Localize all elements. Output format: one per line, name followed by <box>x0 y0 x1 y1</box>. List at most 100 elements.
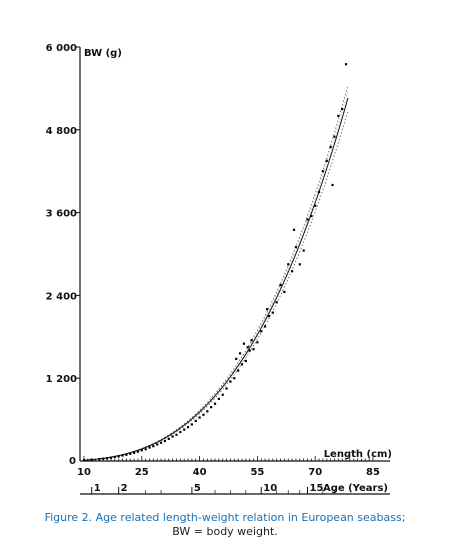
y-tick-label-2: 3 600 <box>46 209 77 220</box>
data-point-2 <box>98 457 101 461</box>
age-tick-label-0: 1 <box>94 483 101 494</box>
data-point-16 <box>152 445 155 448</box>
confidence-band <box>83 85 349 461</box>
data-point-8 <box>121 454 124 457</box>
data-point-9 <box>125 453 128 456</box>
data-point-66 <box>317 190 321 193</box>
y-tick-label-3: 4 800 <box>46 126 77 137</box>
data-point-47 <box>252 348 255 351</box>
fit-line <box>83 97 349 461</box>
data-point-6 <box>113 455 116 459</box>
data-point-60 <box>294 246 298 249</box>
age-tick-label-3: 10 <box>263 483 277 494</box>
age-axis-title: Age (Years) <box>323 483 388 494</box>
data-point-71 <box>333 135 336 138</box>
data-point-10 <box>129 452 132 455</box>
y-tick-label-1: 2 400 <box>46 291 77 302</box>
data-point-52 <box>267 315 271 318</box>
data-point-33 <box>217 397 220 400</box>
y-tick-label-0: 1 200 <box>46 374 77 385</box>
data-point-68 <box>325 159 328 162</box>
data-point-18 <box>159 441 163 444</box>
data-point-43 <box>244 359 247 363</box>
data-point-35 <box>225 387 228 390</box>
data-point-51 <box>265 308 269 311</box>
data-point-73 <box>341 108 344 111</box>
data-point-42 <box>242 342 246 345</box>
caption-line-1: Age related length-weight relation in Eu… <box>92 511 406 524</box>
data-point-12 <box>136 450 140 453</box>
data-point-25 <box>186 426 190 429</box>
data-point-45 <box>248 349 251 352</box>
x-tick-label-1: 25 <box>135 467 149 478</box>
x-tick-label-3: 55 <box>250 467 264 478</box>
fit-curve <box>83 97 349 461</box>
data-point-40 <box>238 352 242 355</box>
data-point-7 <box>117 455 120 458</box>
age-tick-label-2: 5 <box>194 483 201 494</box>
data-point-46 <box>250 339 253 342</box>
data-point-58 <box>290 270 294 273</box>
data-point-55 <box>279 283 282 287</box>
y-zero-label: 0 <box>69 456 76 467</box>
age-tick-label-1: 2 <box>121 483 128 494</box>
x-tick-label-2: 40 <box>193 467 207 478</box>
data-point-31 <box>210 406 213 409</box>
data-point-4 <box>106 457 109 460</box>
upper-inner-band-line <box>83 91 349 461</box>
data-point-64 <box>310 214 313 218</box>
data-point-63 <box>306 218 309 221</box>
data-point-30 <box>206 410 209 413</box>
y-tick-label-4: 6 000 <box>46 43 77 54</box>
data-point-74 <box>344 63 348 66</box>
data-point-27 <box>194 419 197 423</box>
x-tick-label-5: 85 <box>366 467 380 478</box>
data-point-5 <box>109 456 113 459</box>
data-point-37 <box>233 377 236 380</box>
data-point-38 <box>235 357 238 360</box>
data-point-11 <box>132 451 136 454</box>
data-point-61 <box>298 263 301 266</box>
data-point-0 <box>82 459 86 462</box>
data-point-53 <box>271 311 274 314</box>
data-point-59 <box>292 228 296 231</box>
data-point-48 <box>256 341 259 344</box>
data-point-39 <box>237 369 240 372</box>
data-point-65 <box>314 204 317 207</box>
data-point-1 <box>90 458 93 461</box>
y-axis-title: BW (g) <box>84 48 122 59</box>
data-point-54 <box>275 301 278 304</box>
data-point-50 <box>264 325 267 328</box>
data-point-72 <box>337 114 340 118</box>
data-point-21 <box>171 435 174 438</box>
data-point-24 <box>183 428 186 431</box>
data-point-41 <box>240 363 244 366</box>
data-point-70 <box>331 183 334 187</box>
data-point-28 <box>198 416 201 419</box>
lower-band-line <box>83 110 349 461</box>
data-point-20 <box>167 437 170 441</box>
data-point-3 <box>102 457 105 460</box>
data-point-15 <box>148 446 151 449</box>
age-tick-label-4: 15 <box>309 483 323 494</box>
data-point-14 <box>144 448 147 451</box>
data-point-26 <box>190 423 193 426</box>
data-point-69 <box>329 145 332 149</box>
data-point-56 <box>283 290 286 294</box>
caption-label: Figure 2. <box>44 511 93 524</box>
data-point-49 <box>260 330 263 333</box>
data-point-23 <box>179 430 182 434</box>
data-point-17 <box>156 443 159 446</box>
data-point-22 <box>175 433 178 436</box>
data-point-29 <box>202 413 205 416</box>
x-tick-label-0: 10 <box>77 467 91 478</box>
data-points <box>82 63 348 462</box>
data-point-36 <box>229 380 232 383</box>
data-point-32 <box>213 402 217 405</box>
x-tick-label-4: 70 <box>308 467 322 478</box>
data-point-57 <box>287 263 290 266</box>
data-point-44 <box>246 346 249 349</box>
data-point-19 <box>163 439 167 443</box>
y-ticks: 1 200 2 400 3 600 4 800 6 000 0 <box>46 43 80 467</box>
